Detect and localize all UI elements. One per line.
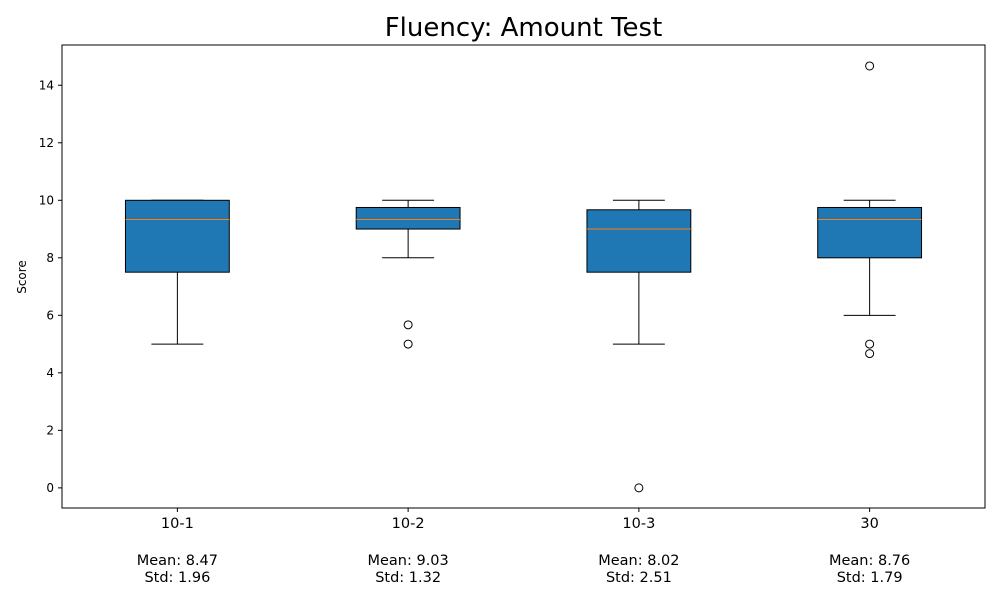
y-axis-label: Score [15,260,29,294]
y-tick-label: 2 [46,423,54,437]
outlier-point [865,61,875,71]
box-30 [817,61,923,359]
iqr-box [124,199,230,273]
outlier-point [403,339,413,349]
outlier-point [634,483,644,493]
plot-area-frame [61,44,986,509]
x-tick-label: 10-3 [622,516,655,532]
x-tick-label: 10-2 [392,516,425,532]
box-10-1 [124,199,230,345]
std-label: Std: 1.96 [144,570,210,586]
y-axis-ticks: 0 2 4 6 8 10 12 14 [39,78,62,495]
mean-label: Mean: 9.03 [367,553,448,569]
x-tick-label: 30 [860,516,878,532]
mean-label: Mean: 8.02 [598,553,679,569]
y-tick-label: 6 [46,308,54,322]
std-label: Std: 2.51 [606,570,672,586]
y-tick-label: 8 [46,251,54,265]
outlier-point [865,349,875,359]
chart-title: Fluency: Amount Test [385,13,663,43]
boxes-group [124,61,923,493]
y-tick-label: 4 [46,366,54,380]
y-tick-label: 10 [39,193,54,207]
outlier-point [865,339,875,349]
box-10-2 [355,199,461,349]
iqr-box [355,206,461,230]
iqr-box [817,206,923,259]
mean-label: Mean: 8.47 [137,553,218,569]
x-tick-label: 10-1 [161,516,194,532]
iqr-box [586,209,692,273]
y-tick-label: 14 [39,78,54,92]
outlier-point [403,320,413,330]
std-label: Std: 1.79 [837,570,903,586]
std-label: Std: 1.32 [375,570,441,586]
mean-label: Mean: 8.76 [829,553,910,569]
y-tick-label: 0 [46,481,54,495]
y-tick-label: 12 [39,136,54,150]
box-10-3 [586,199,692,493]
